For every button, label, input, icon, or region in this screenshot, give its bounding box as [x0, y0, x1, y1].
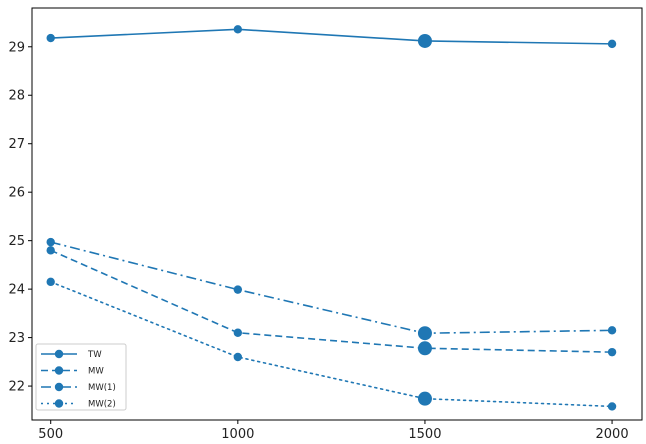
axis-layer: 500 1000 1500 2000 22 23 24 25 26 27 28 29 — [8, 40, 628, 442]
data-point-2-0 — [46, 237, 55, 247]
data-point-2-3 — [607, 326, 617, 335]
data-point-3-0 — [46, 277, 55, 287]
data-point-1-3 — [607, 347, 617, 357]
x-tick-label: 1000 — [221, 427, 254, 442]
y-tick-label: 25 — [8, 234, 25, 249]
series-line-3 — [49, 281, 613, 408]
data-point-1-0 — [46, 246, 55, 255]
legend-label-0: TW — [87, 350, 102, 360]
series-line-1 — [50, 249, 613, 353]
y-tick-label: 26 — [8, 186, 25, 201]
legend-label-1: MW — [88, 367, 104, 377]
data-point-0-2 — [417, 33, 432, 48]
y-tick-label: 23 — [8, 331, 25, 346]
x-tick-label: 2000 — [596, 427, 629, 442]
series-layer — [46, 25, 617, 411]
y-tick-label: 29 — [8, 40, 25, 55]
y-tick-label: 27 — [8, 137, 25, 152]
data-point-0-3 — [607, 39, 617, 49]
data-point-1-2 — [417, 341, 432, 356]
plot-frame — [31, 7, 643, 421]
legend-marker-1 — [54, 366, 64, 375]
data-point-2-1 — [233, 285, 243, 294]
legend-marker-2 — [54, 382, 64, 392]
data-point-1-1 — [233, 328, 243, 337]
legend-marker-0 — [54, 349, 64, 359]
y-tick-label: 28 — [8, 89, 25, 104]
legend-label-3: MW(2) — [88, 400, 116, 410]
legend-box — [35, 343, 127, 411]
y-tick-label: 24 — [8, 283, 25, 298]
data-point-2-2 — [417, 326, 432, 341]
legend-marker-3 — [54, 399, 64, 408]
series-line-2 — [50, 241, 613, 335]
data-point-3-2 — [417, 391, 432, 406]
y-tick-label: 22 — [8, 380, 25, 395]
legend-label-2: MW(1) — [88, 383, 116, 393]
data-point-3-3 — [607, 402, 617, 411]
series-line-0 — [50, 28, 613, 45]
data-point-0-1 — [233, 25, 243, 34]
legend: TW MW MW(1) MW(2) — [35, 343, 127, 411]
data-point-3-1 — [233, 352, 243, 362]
data-point-0-0 — [46, 33, 55, 43]
x-tick-label: 500 — [38, 427, 63, 442]
x-tick-label: 1500 — [408, 427, 441, 442]
